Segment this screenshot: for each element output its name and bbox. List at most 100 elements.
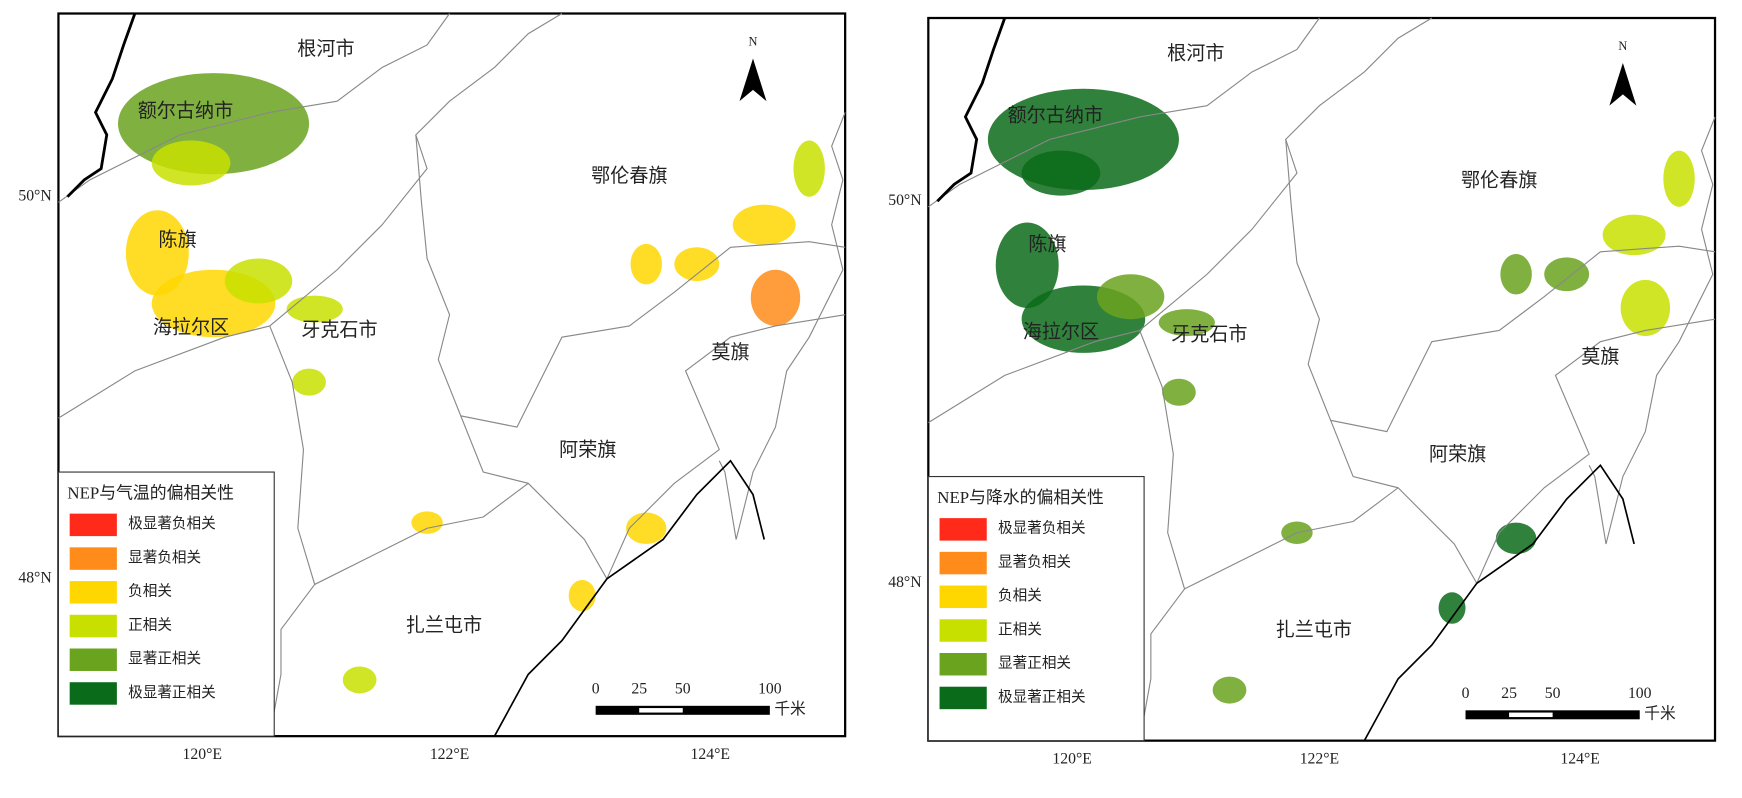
lat-label: 48°N (888, 574, 921, 591)
legend-label: 负相关 (998, 587, 1042, 604)
province-boundary (1363, 463, 1635, 742)
scale-tick-label: 25 (631, 681, 647, 698)
vegetation-patch (1620, 279, 1671, 337)
county-boundary (1184, 487, 1399, 590)
place-label: 鄂伦春旗 (591, 165, 667, 187)
place-label: 根河市 (1167, 42, 1224, 64)
vegetation-patch (292, 368, 326, 396)
legend-label: 极显著负相关 (128, 515, 216, 532)
legend-label: 正相关 (128, 616, 172, 633)
vegetation-patch (625, 512, 667, 544)
scale-bar-segment (1509, 712, 1553, 718)
vegetation-patch (674, 247, 720, 281)
vegetation-patch (1162, 378, 1196, 406)
scale-unit: 千米 (1644, 704, 1676, 722)
legend-label: 显著负相关 (128, 549, 201, 566)
legend-label: 极显著正相关 (998, 688, 1086, 705)
county-boundary (718, 112, 846, 540)
north-arrow (739, 58, 767, 102)
vegetation-patch (1602, 214, 1666, 256)
north-label: N (749, 35, 758, 49)
legend-label: 显著正相关 (998, 655, 1071, 672)
legend-swatch (69, 614, 117, 638)
county-boundary (269, 13, 451, 113)
vegetation-patch (995, 222, 1059, 308)
place-label: 陈旗 (1028, 234, 1066, 256)
vegetation-patch (1495, 522, 1537, 555)
legend-title: NEP与降水的偏相关性 (937, 488, 1104, 507)
legend-swatch (939, 686, 987, 710)
vegetation-patch (1021, 150, 1101, 196)
vegetation-patch (286, 295, 343, 323)
vegetation-patch (1663, 150, 1695, 207)
place-label: 根河市 (297, 38, 354, 60)
scale-bar-segment (639, 708, 683, 713)
county-boundary (460, 314, 846, 581)
place-label: 牙克石市 (1171, 323, 1247, 345)
scale-tick-label: 0 (1462, 685, 1470, 702)
north-label: N (1618, 39, 1627, 53)
county-boundary (1285, 139, 1716, 433)
legend-swatch (939, 518, 987, 541)
legend-title: NEP与气温的偏相关性 (67, 483, 234, 502)
place-label: 陈旗 (158, 229, 196, 251)
scale-tick-label: 50 (1545, 685, 1561, 702)
north-arrow (1609, 62, 1637, 106)
vegetation-patch (1158, 309, 1215, 337)
province-boundary (493, 459, 766, 737)
vegetation-patch (732, 204, 796, 246)
vegetation-patch (342, 666, 377, 694)
place-label: 扎兰屯市 (1276, 619, 1352, 641)
place-label: 阿荣旗 (1429, 444, 1486, 466)
vegetation-patch (1212, 676, 1247, 704)
place-label: 莫旗 (711, 341, 749, 363)
scale-tick-label: 0 (592, 681, 600, 698)
legend-label: 正相关 (998, 621, 1042, 638)
vegetation-patch (411, 511, 443, 534)
place-label: 海拉尔区 (153, 317, 229, 339)
scale-tick-label: 100 (758, 681, 782, 698)
vegetation-patch (224, 258, 293, 304)
lat-label: 50°N (18, 187, 51, 204)
lon-label: 122°E (430, 746, 469, 763)
legend-swatch (69, 648, 117, 671)
vegetation-patch (1500, 254, 1532, 295)
legend-swatch (69, 682, 117, 705)
legend-swatch (69, 547, 117, 570)
place-label: 扎兰屯市 (406, 615, 482, 637)
place-label: 额尔古纳市 (1008, 104, 1103, 126)
legend-label: 负相关 (128, 583, 172, 600)
national-boundary (66, 13, 137, 198)
vegetation-patch (750, 269, 801, 326)
vegetation-patch (630, 243, 662, 285)
legend-swatch (939, 585, 987, 609)
county-boundary (58, 111, 270, 203)
county-boundary (1588, 116, 1716, 545)
place-label: 海拉尔区 (1023, 321, 1099, 343)
vegetation-patch (1096, 274, 1165, 320)
county-boundary (1139, 17, 1320, 118)
legend-swatch (939, 652, 987, 676)
county-boundary (58, 13, 563, 419)
vegetation-patch (793, 140, 825, 197)
vegetation-patch (151, 140, 231, 186)
place-label: 鄂伦春旗 (1461, 169, 1537, 191)
scale-tick-label: 100 (1628, 685, 1652, 702)
place-label: 额尔古纳市 (138, 100, 233, 122)
legend-label: 极显著正相关 (128, 684, 216, 701)
place-label: 牙克石市 (301, 319, 377, 341)
place-label: 阿荣旗 (559, 439, 616, 461)
lon-label: 122°E (1300, 750, 1339, 767)
vegetation-patch (568, 579, 596, 612)
vegetation-patch (1544, 257, 1590, 292)
county-boundary (928, 17, 1433, 424)
lon-label: 124°E (1560, 750, 1599, 767)
legend-swatch (69, 513, 117, 537)
county-boundary (927, 116, 1140, 208)
county-boundary (1139, 330, 1186, 741)
legend-label: 显著负相关 (998, 553, 1071, 570)
scale-tick-label: 50 (675, 681, 691, 698)
